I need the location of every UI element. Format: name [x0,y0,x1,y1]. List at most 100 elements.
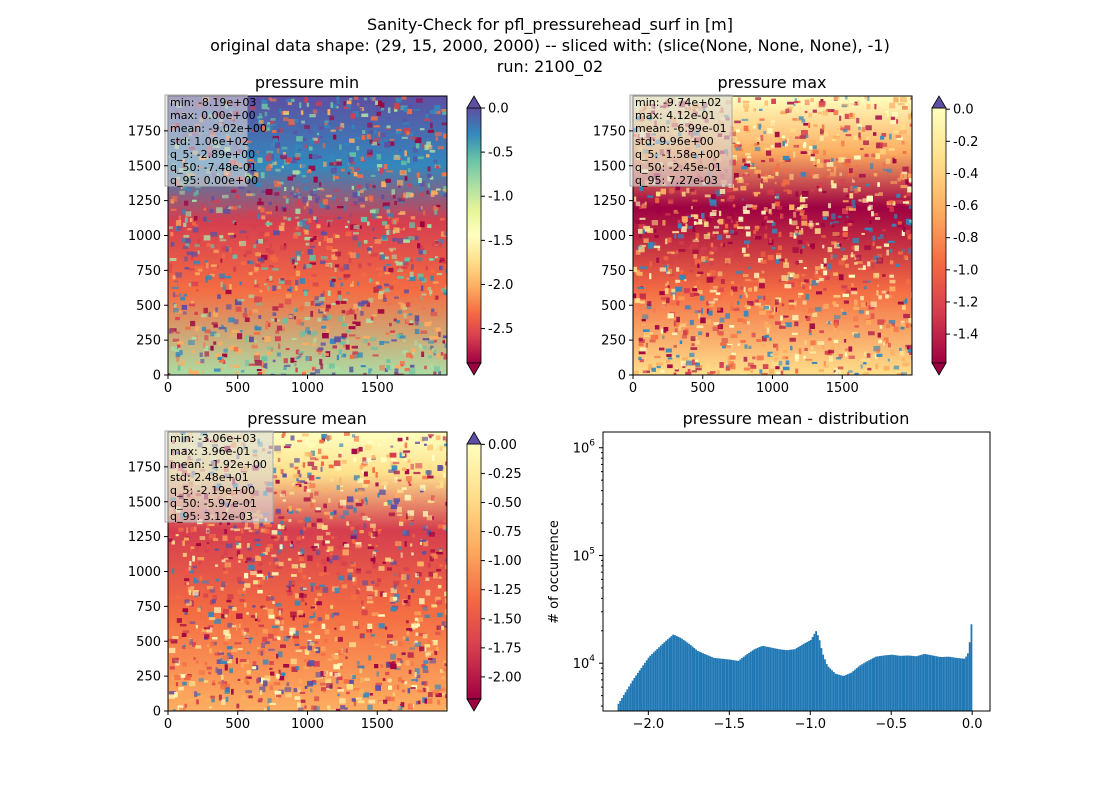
stats-box: min: -3.06e+03 max: 3.96e-01 mean: -1.92… [164,430,274,523]
x-tick-label: −2.0 [633,717,665,732]
histogram-bar [668,637,671,711]
stat-line: min: -9.74e+02 [635,96,721,109]
histogram-bar [815,631,818,711]
histogram-bar [933,655,936,711]
y-tick-label: 250 [601,334,626,349]
histogram-bar [675,635,678,711]
histogram-bar [970,624,973,711]
histogram-bar [730,659,733,711]
chart-title: pressure mean - distribution [683,409,910,428]
stats-box: min: -9.74e+02 max: 4.12e-01 mean: -6.99… [629,94,733,187]
histogram-bar [954,657,957,711]
histogram-bar [949,656,952,711]
histogram-bar [647,657,650,711]
histogram-bar [656,648,659,711]
y-tick-label: 0 [153,705,161,720]
histogram-bar [705,654,708,711]
suptitle-line-3: run: 2100_02 [497,57,603,77]
histogram-bar [841,675,844,711]
histogram-bar [818,640,821,711]
histogram-bar [931,655,934,711]
colorbar-tick-label: 0.0 [488,102,509,117]
histogram-bar [892,654,895,711]
histogram-bar [631,680,634,711]
histogram-bar [896,655,899,711]
histogram-bar [677,636,680,711]
y-tick-label: 1500 [593,159,626,174]
colorbar-tick-label: -1.0 [953,263,978,278]
stat-line: max: 3.96e-01 [170,445,250,458]
x-tick-label: 0.0 [962,717,983,732]
y-tick-label: 104 [573,654,596,672]
y-tick-label: 500 [136,635,161,650]
histogram-bar [917,655,920,711]
colorbar-tick-label: -1.5 [488,234,513,249]
colorbar-tick-label: -1.0 [488,190,513,205]
histogram-bar [836,674,839,711]
histogram-bar [744,655,747,711]
histogram-bar [857,666,860,711]
histogram-bar [808,640,810,711]
histogram-bar [929,655,932,711]
histogram-bar [905,655,908,711]
y-tick-label: 750 [136,264,161,279]
stat-line: mean: -1.92e+00 [170,458,267,471]
x-tick-label: 0 [629,381,637,396]
x-tick-label: 1000 [291,717,324,732]
y-tick-label: 1750 [593,124,626,139]
histogram-bars [617,624,973,711]
histogram-bar [757,647,759,711]
histogram-bar [785,650,788,711]
histogram-bar [649,655,652,711]
histogram-bar [912,655,915,711]
histogram-bar [820,648,823,711]
histogram-bar [718,658,720,711]
y-tick-label: 500 [136,299,161,314]
stat-line: min: -3.06e+03 [170,432,256,445]
histogram-panel: pressure mean - distribution # of occurr… [547,409,991,732]
histogram-bar [965,656,968,711]
histogram-bar [758,647,761,711]
y-tick-label: 250 [136,334,161,349]
y-tick-label: 0 [618,369,626,384]
histogram-bar [967,653,969,711]
histogram-bar [825,663,828,711]
colorbar-tick-label: 0.0 [953,103,974,118]
histogram-bar [741,658,743,711]
panel-title: pressure min [255,73,359,92]
histogram-bar [644,662,646,711]
histogram-bar [961,658,964,711]
histogram-bar [749,651,752,711]
histogram-bar [847,674,849,711]
histogram-bar [712,657,715,711]
plot-frame [602,431,991,712]
histogram-bar [700,652,703,711]
histogram-bar [862,663,865,711]
histogram-bar [659,645,662,711]
x-tick-label: 1500 [361,717,394,732]
histogram-bar [869,659,872,711]
colorbar: 0.0 -0.2 -0.4 -0.6 -0.8 -1.0 -1.2 -1.4 [931,95,978,376]
histogram-bar [629,683,632,711]
histogram-bar [698,651,701,711]
histogram-bar [751,650,754,711]
histogram-bar [822,654,825,711]
panel-pressure-min: pressure min min: -8.19e+03 max: 0.00e+0… [128,73,513,396]
histogram-bar [716,658,719,711]
histogram-bar [654,650,657,711]
histogram-bar [811,637,814,711]
histogram-bar [697,650,699,711]
histogram-bar [771,647,773,711]
panel-pressure-max: pressure max min: -9.74e+02 max: 4.12e-0… [593,73,978,396]
panel-pressure-mean: pressure mean min: -3.06e+03 max: 3.96e-… [128,409,522,732]
histogram-bar [910,655,913,711]
histogram-bar [877,656,879,711]
colorbar-tick-label: -0.6 [953,199,978,214]
histogram-bar [742,656,745,711]
histogram-bar [652,652,655,711]
histogram-bar [850,672,853,711]
histogram-bar [682,639,685,711]
x-tick-label: −1.5 [714,717,746,732]
histogram-bar [968,642,971,711]
histogram-bar [885,655,888,711]
